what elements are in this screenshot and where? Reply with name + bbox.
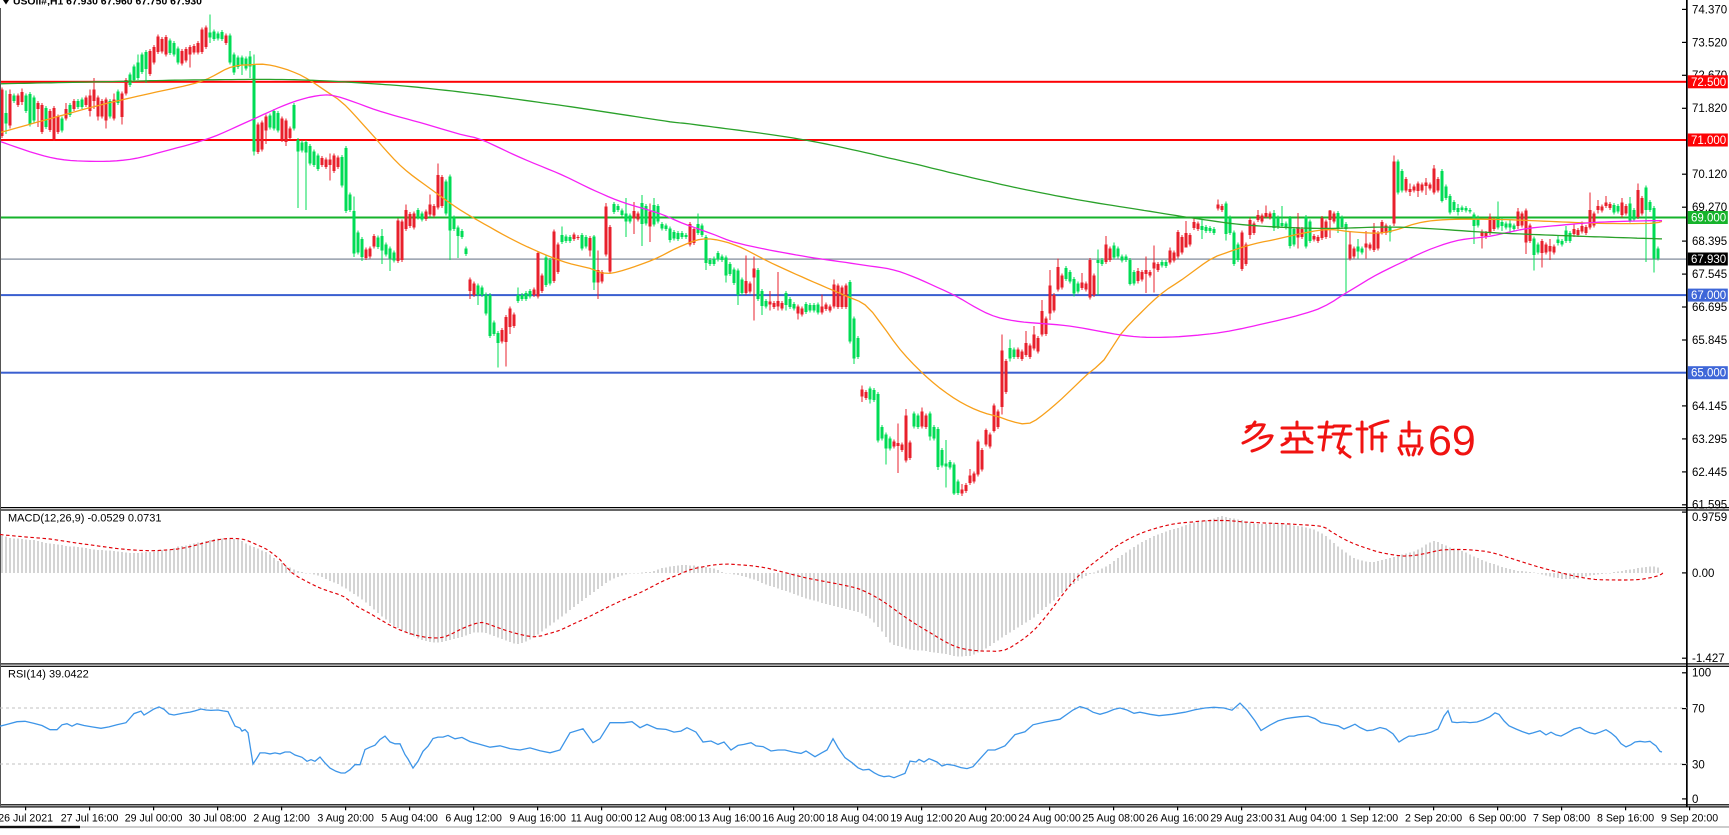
svg-text:MACD(12,26,9) -0.0529 0.0731: MACD(12,26,9) -0.0529 0.0731 — [8, 513, 161, 525]
svg-text:-1.427: -1.427 — [1692, 653, 1725, 665]
svg-text:26 Jul 2021: 26 Jul 2021 — [0, 813, 53, 825]
svg-text:63.295: 63.295 — [1692, 434, 1727, 446]
svg-text:2 Sep 20:00: 2 Sep 20:00 — [1405, 813, 1462, 825]
svg-text:66.695: 66.695 — [1692, 302, 1727, 314]
svg-text:70.120: 70.120 — [1692, 169, 1727, 181]
svg-text:29 Jul 00:00: 29 Jul 00:00 — [125, 813, 183, 825]
svg-text:30: 30 — [1692, 759, 1705, 771]
svg-text:9 Sep 20:00: 9 Sep 20:00 — [1661, 813, 1718, 825]
svg-text:11 Aug 00:00: 11 Aug 00:00 — [571, 813, 633, 825]
svg-text:0: 0 — [1692, 794, 1698, 806]
svg-text:24 Aug 00:00: 24 Aug 00:00 — [1018, 813, 1081, 825]
svg-text:69: 69 — [1428, 417, 1476, 465]
svg-text:9 Aug 16:00: 9 Aug 16:00 — [509, 813, 566, 825]
svg-text:26 Aug 16:00: 26 Aug 16:00 — [1146, 813, 1209, 825]
svg-text:3 Aug 20:00: 3 Aug 20:00 — [317, 813, 374, 825]
svg-text:1 Sep 12:00: 1 Sep 12:00 — [1341, 813, 1398, 825]
svg-text:62.445: 62.445 — [1692, 467, 1727, 479]
svg-text:5 Aug 04:00: 5 Aug 04:00 — [381, 813, 438, 825]
svg-text:USOil#,H1 67.930 67.960 67.750: USOil#,H1 67.930 67.960 67.750 67.930 — [13, 0, 202, 8]
svg-text:100: 100 — [1692, 668, 1711, 680]
svg-text:0.00: 0.00 — [1692, 568, 1714, 580]
svg-text:29 Aug 23:00: 29 Aug 23:00 — [1210, 813, 1273, 825]
svg-text:67.545: 67.545 — [1692, 269, 1727, 281]
svg-text:7 Sep 08:00: 7 Sep 08:00 — [1533, 813, 1590, 825]
svg-text:16 Aug 20:00: 16 Aug 20:00 — [762, 813, 825, 825]
svg-text:71.000: 71.000 — [1691, 135, 1726, 147]
svg-text:65.000: 65.000 — [1691, 368, 1726, 380]
svg-text:71.820: 71.820 — [1692, 103, 1727, 115]
svg-text:0.9759: 0.9759 — [1692, 512, 1727, 524]
svg-text:67.930: 67.930 — [1691, 254, 1726, 266]
svg-text:67.000: 67.000 — [1691, 290, 1726, 302]
svg-text:18 Aug 04:00: 18 Aug 04:00 — [826, 813, 889, 825]
svg-text:6 Aug 12:00: 6 Aug 12:00 — [445, 813, 502, 825]
svg-text:27 Jul 16:00: 27 Jul 16:00 — [61, 813, 119, 825]
svg-text:6 Sep 00:00: 6 Sep 00:00 — [1469, 813, 1526, 825]
svg-text:2 Aug 12:00: 2 Aug 12:00 — [253, 813, 310, 825]
svg-text:8 Sep 16:00: 8 Sep 16:00 — [1597, 813, 1654, 825]
svg-text:73.520: 73.520 — [1692, 37, 1727, 49]
svg-text:72.500: 72.500 — [1691, 77, 1726, 89]
svg-text:31 Aug 04:00: 31 Aug 04:00 — [1274, 813, 1337, 825]
svg-text:12 Aug 08:00: 12 Aug 08:00 — [634, 813, 697, 825]
svg-text:70: 70 — [1692, 704, 1705, 716]
svg-text:RSI(14) 39.0422: RSI(14) 39.0422 — [8, 669, 89, 681]
svg-text:68.395: 68.395 — [1692, 236, 1727, 248]
svg-text:30 Jul 08:00: 30 Jul 08:00 — [189, 813, 247, 825]
svg-text:74.370: 74.370 — [1692, 4, 1727, 16]
svg-text:25 Aug 08:00: 25 Aug 08:00 — [1082, 813, 1145, 825]
svg-text:69.000: 69.000 — [1691, 213, 1726, 225]
svg-text:19 Aug 12:00: 19 Aug 12:00 — [890, 813, 953, 825]
svg-text:64.145: 64.145 — [1692, 401, 1727, 413]
svg-text:20 Aug 20:00: 20 Aug 20:00 — [954, 813, 1017, 825]
svg-text:13 Aug 16:00: 13 Aug 16:00 — [698, 813, 761, 825]
svg-text:61.595: 61.595 — [1692, 500, 1727, 512]
svg-text:65.845: 65.845 — [1692, 335, 1727, 347]
